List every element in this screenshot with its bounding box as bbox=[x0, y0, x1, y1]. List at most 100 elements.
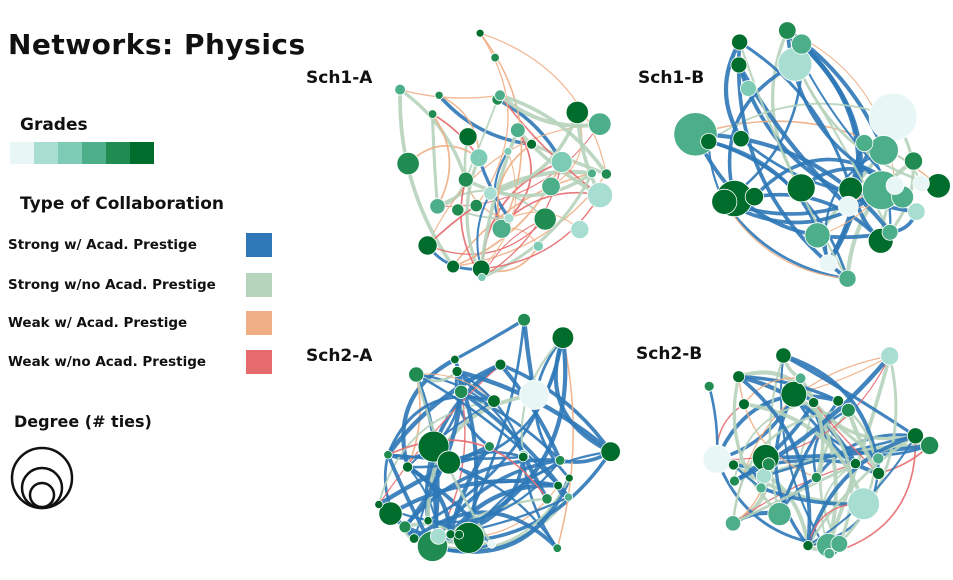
network-node bbox=[728, 459, 740, 471]
network-edge bbox=[377, 400, 495, 505]
network-node bbox=[503, 146, 513, 156]
network-edge bbox=[456, 370, 525, 456]
network-edge bbox=[813, 402, 879, 474]
network-node bbox=[600, 168, 613, 180]
network-node bbox=[587, 168, 597, 179]
network-node bbox=[841, 402, 856, 418]
network-node bbox=[434, 90, 444, 100]
network-node bbox=[446, 259, 460, 274]
network-edge bbox=[498, 93, 601, 128]
network-edge bbox=[737, 375, 812, 546]
network-node bbox=[837, 195, 859, 217]
network-node bbox=[477, 272, 487, 282]
network-node bbox=[457, 171, 474, 188]
network-edge bbox=[431, 113, 451, 207]
network-node bbox=[564, 473, 574, 483]
network-node bbox=[810, 471, 822, 483]
network-edge bbox=[464, 171, 593, 198]
network-edge bbox=[399, 88, 501, 99]
network-edge bbox=[733, 354, 892, 484]
network-node bbox=[445, 529, 456, 540]
legend-weak-prestige: Weak w/ Acad. Prestige bbox=[8, 311, 273, 335]
network-edge bbox=[454, 371, 491, 448]
network-node bbox=[904, 151, 924, 171]
network-node bbox=[451, 203, 465, 217]
network-edge bbox=[736, 41, 849, 281]
grade-swatch-6 bbox=[130, 142, 154, 164]
network-sch1-b bbox=[673, 21, 951, 288]
network-edge bbox=[481, 172, 594, 279]
network-edge bbox=[498, 363, 562, 462]
grade-swatch-3 bbox=[58, 142, 82, 164]
network-node bbox=[417, 235, 438, 256]
network-node bbox=[533, 207, 557, 231]
network-node bbox=[703, 380, 715, 392]
network-node bbox=[570, 220, 590, 240]
network-edge bbox=[838, 355, 898, 545]
network-node bbox=[830, 535, 849, 553]
network-edge bbox=[480, 151, 517, 270]
network-node bbox=[907, 202, 926, 221]
network-node bbox=[436, 450, 461, 475]
network-sch2-a bbox=[374, 312, 621, 562]
network-edge bbox=[743, 377, 801, 405]
network-node bbox=[847, 487, 880, 521]
network-edge bbox=[743, 402, 866, 505]
network-node bbox=[491, 218, 512, 239]
network-edge bbox=[723, 41, 743, 140]
network-node bbox=[732, 130, 750, 148]
network-node bbox=[731, 33, 749, 51]
network-node bbox=[551, 326, 575, 349]
network-node bbox=[849, 457, 862, 470]
network-node bbox=[484, 441, 495, 452]
network-node bbox=[906, 427, 924, 445]
legend-label: Strong w/no Acad. Prestige bbox=[8, 277, 216, 293]
network-node bbox=[487, 539, 497, 549]
network-node bbox=[494, 89, 506, 102]
network-node bbox=[868, 92, 918, 142]
network-node bbox=[469, 199, 483, 213]
network-node bbox=[912, 174, 930, 192]
network-node bbox=[744, 187, 765, 207]
network-edge bbox=[727, 62, 796, 199]
network-node bbox=[872, 452, 885, 465]
network-node bbox=[868, 135, 899, 166]
network-edge bbox=[731, 408, 849, 524]
network-node bbox=[855, 134, 874, 153]
network-node bbox=[429, 198, 446, 215]
network-node bbox=[374, 499, 384, 509]
network-node bbox=[823, 547, 835, 560]
collaboration-legend-title: Type of Collaboration bbox=[20, 194, 224, 214]
network-node bbox=[552, 543, 563, 553]
grade-swatch-1 bbox=[10, 142, 34, 164]
network-edge bbox=[398, 89, 455, 268]
network-node bbox=[554, 455, 566, 466]
network-node bbox=[724, 515, 742, 532]
network-node bbox=[920, 435, 940, 455]
network-node bbox=[509, 122, 526, 138]
degree-legend-title: Degree (# ties) bbox=[14, 412, 152, 431]
page-title: Networks: Physics bbox=[8, 28, 306, 61]
network-label-sch2-b: Sch2-B bbox=[636, 344, 703, 364]
network-node bbox=[832, 395, 844, 407]
network-node bbox=[564, 492, 574, 502]
network-node bbox=[454, 529, 465, 540]
network-node bbox=[732, 370, 746, 384]
network-label-sch2-a: Sch2-A bbox=[306, 346, 373, 366]
network-node bbox=[767, 502, 792, 527]
network-node bbox=[423, 516, 433, 526]
network-node bbox=[450, 354, 460, 365]
network-node bbox=[740, 80, 757, 97]
network-node bbox=[398, 520, 412, 534]
network-node bbox=[475, 28, 485, 38]
network-node bbox=[600, 441, 621, 462]
network-node bbox=[532, 240, 544, 252]
network-edge bbox=[496, 143, 533, 230]
legend-swatch bbox=[246, 233, 272, 257]
grades-color-scale bbox=[10, 142, 154, 164]
network-edge bbox=[695, 132, 892, 234]
network-node bbox=[483, 186, 498, 201]
network-node bbox=[494, 358, 507, 371]
network-node bbox=[780, 380, 808, 408]
